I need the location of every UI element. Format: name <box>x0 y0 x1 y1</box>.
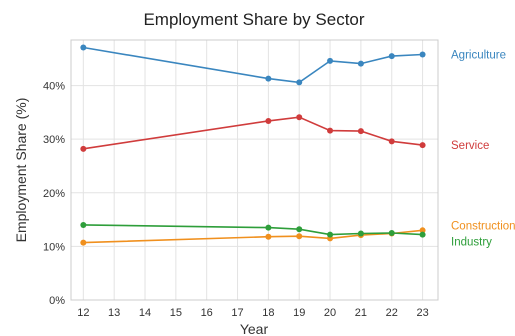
data-point-agriculture <box>419 51 426 58</box>
y-tick-label: 10% <box>43 241 65 253</box>
y-tick-label: 30% <box>43 134 65 146</box>
data-point-service <box>388 138 395 145</box>
x-tick-label: 18 <box>262 307 274 319</box>
data-point-service <box>357 128 364 135</box>
data-point-construction <box>80 239 87 246</box>
x-tick-label: 20 <box>324 307 336 319</box>
x-tick-label: 17 <box>231 307 243 319</box>
series-construction <box>80 227 426 246</box>
data-point-industry <box>80 221 87 228</box>
data-point-industry <box>265 224 272 231</box>
data-point-industry <box>419 231 426 238</box>
data-point-agriculture <box>327 57 334 64</box>
data-point-service <box>80 145 87 152</box>
series-industry <box>80 221 426 238</box>
y-tick-label: 0% <box>49 295 65 307</box>
data-point-agriculture <box>80 44 87 51</box>
data-point-agriculture <box>265 75 272 82</box>
x-tick-label: 21 <box>355 307 367 319</box>
plot-frame <box>70 39 439 301</box>
series-label-industry: Industry <box>451 237 492 249</box>
x-tick-label: 23 <box>416 307 428 319</box>
data-point-industry <box>357 230 364 237</box>
y-axis-label: Employment Share (%) <box>13 98 29 243</box>
x-tick-label: 12 <box>77 307 89 319</box>
data-point-industry <box>296 226 303 233</box>
x-tick-label: 14 <box>139 307 151 319</box>
series-line-construction <box>83 229 423 244</box>
data-point-agriculture <box>388 53 395 60</box>
x-axis-label: Year <box>240 321 269 336</box>
series-line-agriculture <box>83 46 423 84</box>
data-point-industry <box>327 231 334 238</box>
series-agriculture <box>80 44 426 86</box>
data-point-service <box>265 117 272 124</box>
y-tick-label: 40% <box>43 81 65 93</box>
series-line-service <box>83 116 423 150</box>
x-tick-label: 15 <box>170 307 182 319</box>
x-axis-ticks: 12 13 14 15 16 17 18 19 20 21 22 23 <box>77 307 428 319</box>
grid <box>71 40 438 301</box>
chart-title: Employment Share by Sector <box>143 10 364 29</box>
series-line-industry <box>83 224 423 236</box>
x-tick-label: 19 <box>293 307 305 319</box>
data-point-agriculture <box>357 60 364 67</box>
series-service <box>80 114 426 152</box>
data-point-service <box>327 127 334 134</box>
x-tick-label: 16 <box>201 307 213 319</box>
series <box>80 44 426 246</box>
data-point-agriculture <box>296 79 303 86</box>
x-tick-label: 13 <box>108 307 120 319</box>
data-point-service <box>296 114 303 121</box>
data-point-service <box>419 142 426 149</box>
data-point-industry <box>388 229 395 236</box>
y-axis-ticks: 0% 10% 20% 30% 40% <box>43 81 65 307</box>
y-tick-label: 20% <box>43 188 65 200</box>
data-point-construction <box>419 227 426 234</box>
data-point-construction <box>265 233 272 240</box>
series-label-construction: Construction <box>451 220 515 232</box>
series-label-agriculture: Agriculture <box>451 49 506 61</box>
data-point-construction <box>296 233 303 240</box>
x-tick-label: 22 <box>386 307 398 319</box>
series-label-service: Service <box>451 140 489 152</box>
series-labels: Agriculture Service Construction Industry <box>451 49 515 248</box>
